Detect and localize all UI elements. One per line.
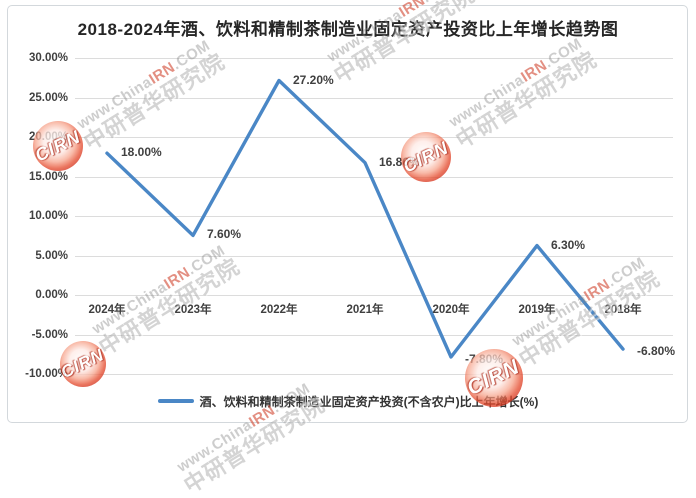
y-axis-tick-label: -10.00% — [25, 368, 68, 381]
y-axis-tick-label: 15.00% — [28, 170, 68, 183]
x-axis-tick-label: 2021年 — [346, 304, 384, 316]
data-point-label: -6.80% — [637, 344, 676, 359]
x-axis-tick-label: 2019年 — [518, 304, 556, 316]
y-axis-tick-label: 25.00% — [28, 91, 68, 104]
data-point-label: 27.20% — [293, 72, 334, 87]
y-axis-tick-label: 30.00% — [28, 52, 68, 65]
series-line — [105, 78, 625, 359]
x-axis-tick-label: 2024年 — [88, 304, 126, 316]
y-axis-tick-label: 0.00% — [35, 289, 68, 302]
data-point-label: 6.30% — [551, 237, 586, 252]
data-point-label: 16.80% — [379, 154, 420, 169]
chart-title: 2018-2024年酒、饮料和精制茶制造业固定资产投资比上年增长趋势图 — [77, 20, 619, 39]
x-axis-tick-label: 2023年 — [174, 304, 212, 316]
y-axis-tick-label: -5.00% — [31, 328, 68, 341]
y-axis-tick-label: 20.00% — [28, 131, 68, 144]
y-axis-tick-label: 10.00% — [28, 210, 68, 223]
legend: 酒、饮料和精制茶制造业固定资产投资(不含农户)比上年增长(%) — [0, 393, 696, 409]
chart-frame — [7, 5, 688, 423]
x-axis-tick-label: 2018年 — [604, 304, 642, 316]
line-chart-plot — [75, 58, 673, 375]
legend-line-marker — [157, 399, 194, 403]
data-point-label: 7.60% — [207, 227, 242, 242]
x-axis-tick-label: 2022年 — [260, 304, 298, 316]
data-point-label: -7.80% — [465, 352, 504, 367]
x-axis-tick-label: 2020年 — [432, 304, 470, 316]
legend-label: 酒、饮料和精制茶制造业固定资产投资(不含农户)比上年增长(%) — [199, 394, 539, 409]
data-point-label: 18.00% — [121, 145, 162, 160]
y-axis-tick-label: 5.00% — [35, 249, 68, 262]
